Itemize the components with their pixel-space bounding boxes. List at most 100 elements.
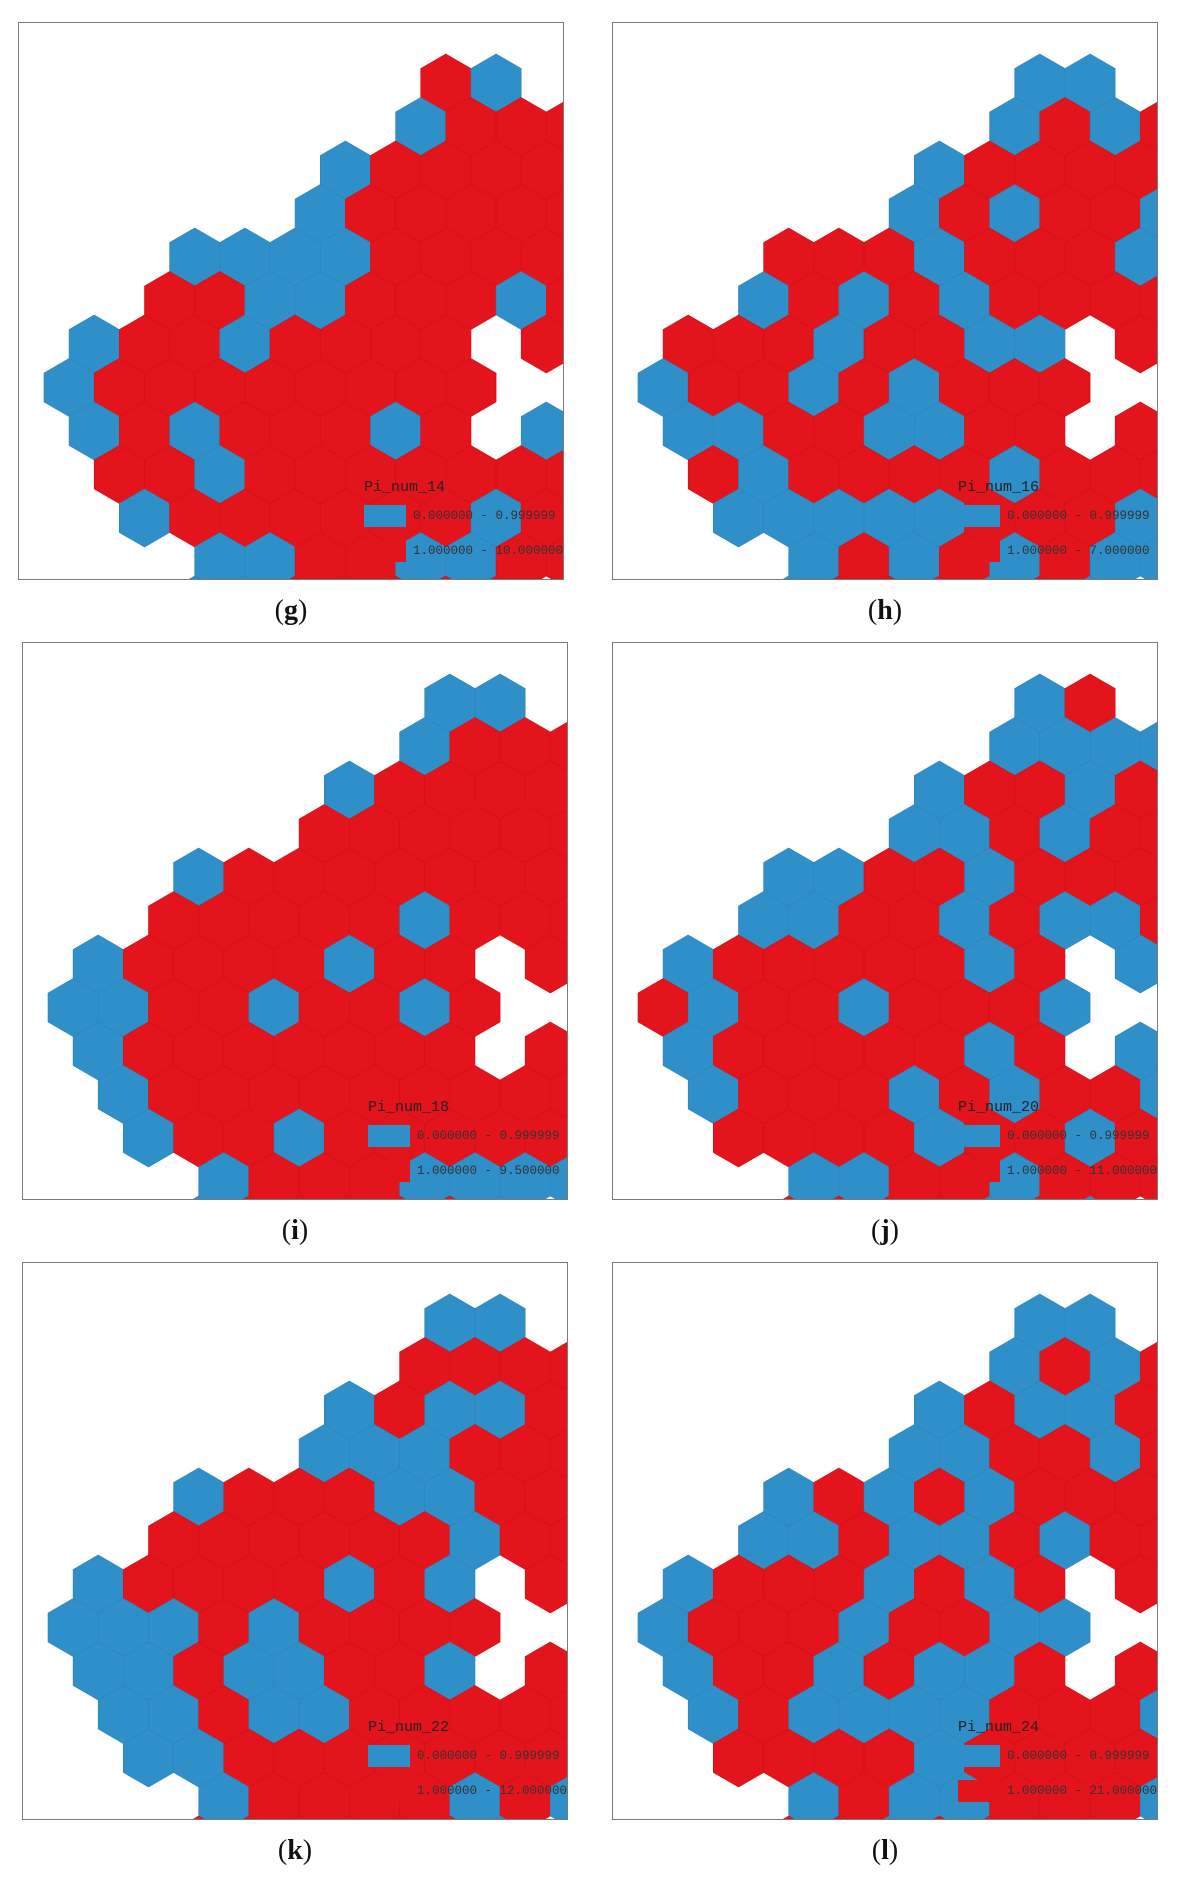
- legend-swatch-blue: [368, 1124, 410, 1147]
- legend-swatch-red: [364, 539, 406, 562]
- hex-cell-low: [549, 1777, 567, 1819]
- caption-l: (l): [612, 1835, 1158, 1867]
- legend-row-high: 1.000000 - 11.000000: [958, 1153, 1157, 1188]
- caption-letter: i: [291, 1215, 299, 1246]
- hex-cell-low: [983, 1195, 996, 1199]
- hex-cell-high: [549, 722, 567, 771]
- hex-map-h: [637, 53, 1157, 579]
- hex-cell-low: [549, 1157, 567, 1199]
- caption-k: (k): [22, 1835, 568, 1867]
- legend-row-high: 1.000000 - 12.000000: [368, 1773, 567, 1808]
- hex-cell-low: [1084, 575, 1096, 579]
- caption-h: (h): [612, 595, 1158, 627]
- hex-cell-high: [549, 896, 567, 945]
- hex-cell-high: [782, 1815, 795, 1819]
- hex-cell-low: [494, 1195, 506, 1199]
- legend-label-low: 0.000000 - 0.999999: [1007, 508, 1150, 523]
- legend-label-high: 1.000000 - 12.000000: [417, 1783, 568, 1798]
- hex-cell-high: [393, 1195, 406, 1199]
- hex-cell-high: [393, 1815, 406, 1819]
- hex-cell-low: [239, 575, 251, 579]
- map-panel-i: Pi_num_18 0.000000 - 0.999999 1.000000 -…: [22, 642, 568, 1200]
- legend-swatch-blue: [368, 1744, 410, 1767]
- caption-close: ): [302, 1835, 313, 1866]
- hex-cell-high: [293, 1815, 305, 1819]
- hex-cell-high: [520, 314, 563, 374]
- legend-label-high: 1.000000 - 11.000000: [1007, 1163, 1158, 1178]
- hex-map-k: [47, 1293, 567, 1819]
- hex-cell-high: [549, 1690, 567, 1739]
- map-panel-k: Pi_num_22 0.000000 - 0.999999 1.000000 -…: [22, 1262, 568, 1820]
- caption-close: ): [888, 1835, 899, 1866]
- legend-swatch-red: [368, 1779, 410, 1802]
- legend-title: Pi_num_18: [368, 1099, 450, 1116]
- caption-open: (: [871, 1215, 881, 1246]
- hex-cell-high: [339, 575, 352, 579]
- legend-swatch-blue: [958, 504, 1000, 527]
- caption-open: (: [277, 1835, 288, 1866]
- hex-cell-high: [343, 1195, 356, 1199]
- hex-cell-high: [1139, 1157, 1157, 1199]
- legend-swatch-red: [958, 1779, 1000, 1802]
- hex-cell-high: [1034, 1815, 1046, 1819]
- hex-cell-high: [490, 575, 502, 579]
- caption-j: (j): [612, 1215, 1158, 1247]
- hex-cell-low: [883, 1815, 895, 1819]
- hex-cell-low: [1114, 934, 1157, 994]
- hex-cell-high: [549, 809, 567, 858]
- hex-cell-low: [983, 575, 996, 579]
- hex-cell-high: [1034, 575, 1046, 579]
- caption-g: (g): [18, 595, 564, 627]
- legend-title: Pi_num_22: [368, 1719, 450, 1736]
- hex-cell-low: [1084, 1195, 1096, 1199]
- hex-cell-high: [1034, 1195, 1046, 1199]
- legend-k: Pi_num_22 0.000000 - 0.999999 1.000000 -…: [368, 1718, 567, 1808]
- legend-title: Pi_num_14: [364, 479, 446, 496]
- hex-cell-high: [444, 1195, 456, 1199]
- hex-cell-high: [933, 1815, 946, 1819]
- hex-map-j: [637, 673, 1157, 1199]
- hex-cell-low: [1139, 1070, 1157, 1119]
- caption-close: ): [298, 595, 308, 626]
- legend-label-high: 1.000000 - 21.000000: [1007, 1783, 1158, 1798]
- hex-cell-high: [1139, 1429, 1157, 1478]
- legend-label-low: 0.000000 - 0.999999: [1007, 1748, 1150, 1763]
- hex-cell-low: [1139, 722, 1157, 771]
- hex-map-g: [43, 53, 563, 579]
- caption-open: (: [871, 1835, 882, 1866]
- legend-label-high: 1.000000 - 7.000000: [1007, 543, 1150, 558]
- caption-close: ): [892, 595, 903, 626]
- hex-cell-high: [243, 1815, 255, 1819]
- legend-row-low: 0.000000 - 0.999999: [958, 1738, 1157, 1773]
- legend-title: Pi_num_24: [958, 1719, 1040, 1736]
- hex-cell-high: [545, 102, 563, 151]
- hex-cell-high: [1114, 314, 1157, 374]
- hex-cell-high: [1139, 1516, 1157, 1565]
- hex-cell-high: [293, 1195, 305, 1199]
- legend-label-low: 0.000000 - 0.999999: [417, 1128, 560, 1143]
- legend-row-low: 0.000000 - 0.999999: [958, 1118, 1157, 1153]
- caption-open: (: [281, 1215, 292, 1246]
- legend-g: Pi_num_14 0.000000 - 0.999999 1.000000 -…: [364, 478, 563, 568]
- hex-cell-high: [933, 1195, 946, 1199]
- hex-cell-high: [883, 575, 895, 579]
- legend-row-low: 0.000000 - 0.999999: [368, 1118, 560, 1153]
- caption-close: ): [889, 1215, 899, 1246]
- hex-cell-high: [289, 575, 301, 579]
- legend-row-high: 1.000000 - 9.500000: [368, 1153, 560, 1188]
- hex-cell-high: [545, 276, 563, 325]
- hex-cell-high: [1139, 102, 1157, 151]
- hex-cell-high: [1139, 896, 1157, 945]
- hex-cell-high: [1139, 809, 1157, 858]
- legend-h: Pi_num_16 0.000000 - 0.999999 1.000000 -…: [958, 478, 1150, 568]
- map-panel-l: Pi_num_24 0.000000 - 0.999999 1.000000 -…: [612, 1262, 1158, 1820]
- caption-open: (: [867, 595, 878, 626]
- hex-cell-low: [188, 575, 201, 579]
- legend-title: Pi_num_16: [958, 479, 1040, 496]
- hex-cell-high: [549, 1516, 567, 1565]
- hex-cell-high: [243, 1195, 255, 1199]
- caption-letter: l: [881, 1835, 889, 1866]
- map-panel-g: Pi_num_14 0.000000 - 0.999999 1.000000 -…: [18, 22, 564, 580]
- hex-cell-high: [833, 1815, 845, 1819]
- hex-cell-high: [833, 1195, 845, 1199]
